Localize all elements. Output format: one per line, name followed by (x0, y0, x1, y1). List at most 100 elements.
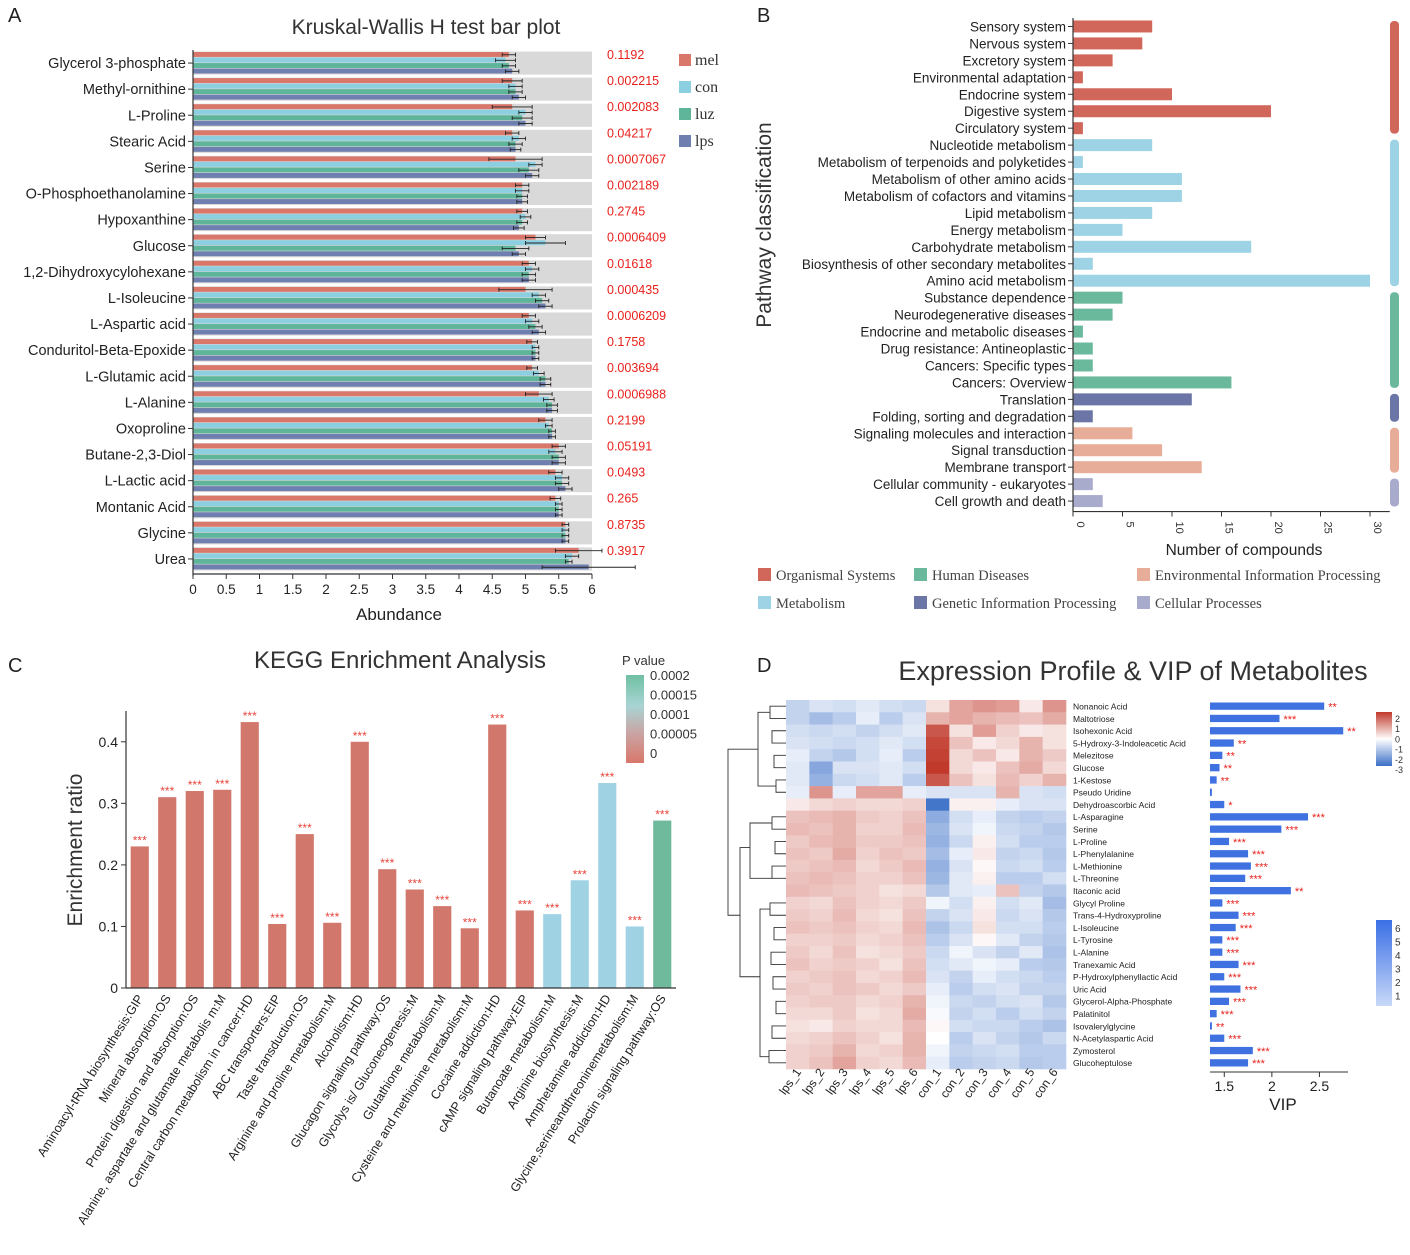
chart-d-heat-cell (786, 700, 810, 713)
chart-a-category-label: Oxoproline (116, 421, 186, 437)
chart-d-dendrogram-branch (775, 1000, 786, 1015)
chart-b-bar (1073, 444, 1163, 457)
chart-b-bar (1073, 54, 1113, 67)
chart-d-heat-cell (809, 921, 833, 934)
chart-d-heat-cell (879, 982, 903, 996)
chart-d-heat-cell (809, 786, 833, 799)
chart-d-vip-bar (1210, 727, 1344, 735)
chart-d-heat-cell (786, 823, 810, 836)
chart-d-colorbar-heat (1376, 712, 1392, 766)
chart-b-legend-label: Organismal Systems (776, 568, 896, 584)
chart-c-colorbar (626, 675, 644, 763)
chart-d-heat-cell (1042, 773, 1067, 787)
chart-b-legend-swatch (1137, 596, 1150, 609)
chart-d-heat-cell (926, 835, 950, 848)
chart-d-heat-cell (996, 933, 1020, 947)
chart-d-vip-stars: *** (1228, 972, 1242, 984)
chart-b-bar (1073, 173, 1182, 186)
chart-d-heat-cell (809, 700, 833, 713)
chart-d-heat-cell (996, 958, 1020, 971)
chart-d-heat-cell (809, 933, 833, 947)
chart-a-bar-lps (193, 381, 546, 387)
chart-b-category-label: Metabolism of other amino acids (872, 172, 1067, 187)
chart-d-colorbar-heat-label: -2 (1395, 755, 1403, 765)
chart-d-vip-stars: *** (1252, 849, 1266, 861)
chart-b-category-label: Sensory system (970, 19, 1066, 34)
chart-d-heat-cell (879, 1032, 903, 1045)
chart-d-heat-cell (926, 946, 950, 959)
chart-a-category-label: Glycine (138, 526, 186, 542)
chart-d-heat-cell (786, 1032, 810, 1045)
chart-b-bar (1073, 122, 1083, 135)
chart-d-heat-cell (972, 749, 997, 762)
chart-a-category-label: Methyl-ornithine (83, 82, 186, 98)
chart-a-bar-con (193, 449, 556, 454)
chart-d-heat-cell (1042, 884, 1067, 898)
chart-d-heat-cell (996, 982, 1020, 996)
chart-d-heat-cell (926, 921, 950, 934)
chart-c-ytick-label: 0.3 (99, 795, 119, 811)
chart-d-dendrogram-branch (769, 902, 786, 916)
chart-d-heat-cell (926, 798, 950, 811)
chart-b-category-label: Substance dependence (924, 291, 1066, 306)
chart-d-heat-cell (832, 896, 857, 910)
chart-d-heat-cell (809, 712, 833, 725)
chart-a-bar-luz (193, 141, 516, 147)
chart-c-bar (598, 783, 617, 988)
chart-d-heat-cell (856, 946, 880, 959)
chart-d-heat-cell (949, 700, 973, 713)
chart-d-vip-stars: *** (1226, 948, 1240, 960)
chart-d-heat-cell (832, 773, 857, 787)
chart-d-heat-cell (856, 749, 880, 762)
chart-a-bar-mel (193, 208, 523, 214)
chart-d-heat-cell (902, 1056, 927, 1070)
chart-b-legend-label: Environmental Information Processing (1155, 568, 1381, 584)
chart-d-row-label: Serine (1073, 825, 1098, 835)
chart-d-heat-cell (786, 921, 810, 934)
chart-b-category-label: Cancers: Overview (952, 375, 1066, 390)
chart-c-significance: *** (215, 777, 229, 791)
chart-a-pvalue: 0.05191 (607, 440, 652, 454)
chart-a-bar-mel (193, 521, 566, 527)
chart-b-legend-swatch (1137, 568, 1150, 581)
chart-c-significance: *** (270, 911, 284, 925)
chart-d-heat-cell (902, 786, 927, 799)
chart-d-heat-cell (809, 835, 833, 848)
chart-d-heat-cell (972, 810, 997, 824)
chart-a-pvalue: 0.002083 (607, 100, 659, 114)
chart-b-bar (1073, 495, 1103, 508)
chart-c-significance: *** (380, 856, 394, 870)
chart-b-legend-swatch (758, 568, 771, 581)
panel-d-expression-profile: Expression Profile & VIP of Metabolites N… (727, 656, 1403, 1114)
chart-d-heat-cell (1042, 1044, 1067, 1057)
chart-d-dendrogram-branch (775, 779, 786, 793)
chart-d-vip-stars: *** (1228, 1034, 1242, 1046)
chart-a-xtick-label: 5.5 (549, 582, 568, 597)
chart-b-xtick-label: 25 (1322, 522, 1334, 534)
chart-d-colorbar-vip (1376, 920, 1392, 1006)
chart-c-significance: *** (600, 770, 614, 784)
chart-b-group-bar-metabolism (1390, 139, 1399, 287)
chart-d-heat-cell (832, 995, 857, 1008)
chart-d-heat-cell (832, 835, 857, 848)
chart-d-vip-bar (1210, 874, 1246, 882)
chart-a-xtick-label: 0 (189, 582, 197, 597)
chart-a-bar-lps (193, 564, 589, 570)
chart-d-colorbar-vip-label: 3 (1395, 965, 1401, 976)
chart-d-heat-cell (832, 958, 857, 971)
chart-d-heat-cell (1019, 970, 1043, 984)
chart-b-bar (1073, 461, 1202, 474)
chart-d-heat-cell (832, 982, 857, 996)
chart-d-row-label: Glucoheptulose (1073, 1058, 1132, 1068)
chart-a-bar-lps (193, 460, 559, 465)
chart-d-heat-cell (926, 1007, 950, 1021)
chart-d-dendrogram-branch (771, 730, 786, 744)
chart-b-bar (1073, 376, 1232, 389)
chart-b-legend-swatch (914, 568, 927, 581)
chart-c-bar (433, 906, 452, 988)
chart-d-heat-cell (972, 933, 997, 947)
chart-d-row-label: N-Acetylaspartic Acid (1073, 1034, 1154, 1044)
chart-d-heat-cell (856, 896, 880, 910)
chart-b-bar (1073, 139, 1153, 152)
chart-d-vip-bar (1210, 862, 1251, 870)
